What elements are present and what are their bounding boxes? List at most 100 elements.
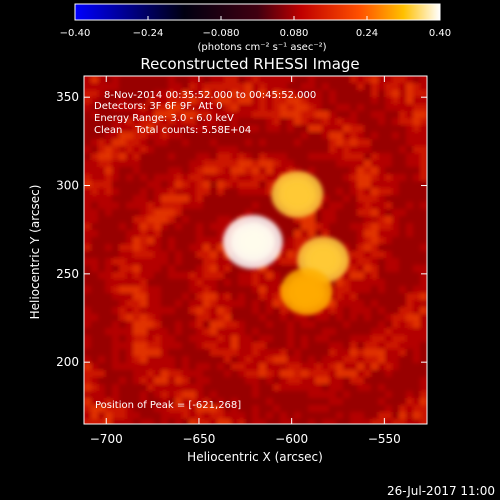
background-cell <box>413 230 421 238</box>
background-cell <box>203 265 211 273</box>
background-cell <box>203 419 211 424</box>
colorbar-tick-label: 0.24 <box>356 28 378 39</box>
background-cell <box>182 391 190 399</box>
background-cell <box>378 391 386 399</box>
background-cell <box>91 251 99 259</box>
background-cell <box>98 377 106 385</box>
background-cell <box>91 181 99 189</box>
background-cell <box>343 356 351 364</box>
background-cell <box>189 90 197 98</box>
background-cell <box>245 293 253 301</box>
background-cell <box>399 146 407 154</box>
background-cell <box>420 132 427 140</box>
background-cell <box>392 356 400 364</box>
background-cell <box>399 118 407 126</box>
background-cell <box>252 97 260 105</box>
background-cell <box>238 188 246 196</box>
background-cell <box>273 370 281 378</box>
background-cell <box>357 188 365 196</box>
background-cell <box>133 286 141 294</box>
background-cell <box>105 111 113 119</box>
background-cell <box>154 314 162 322</box>
background-cell <box>175 335 183 343</box>
background-cell <box>364 160 372 168</box>
background-cell <box>266 76 274 84</box>
background-cell <box>182 293 190 301</box>
background-cell <box>168 335 176 343</box>
x-axis-ticks: −700 −650 −600 −550 <box>90 76 401 446</box>
background-cell <box>140 111 148 119</box>
background-cell <box>126 181 134 189</box>
background-cell <box>343 349 351 357</box>
background-cell <box>217 363 225 371</box>
background-cell <box>385 251 393 259</box>
background-cell <box>378 328 386 336</box>
background-cell <box>413 139 421 147</box>
background-cell <box>140 279 148 287</box>
background-cell <box>119 223 127 231</box>
background-cell <box>182 258 190 266</box>
background-cell <box>294 412 302 420</box>
background-cell <box>371 202 379 210</box>
background-cell <box>189 244 197 252</box>
background-cell <box>413 132 421 140</box>
background-cell <box>196 356 204 364</box>
background-cell <box>133 272 141 280</box>
background-cell <box>294 111 302 119</box>
background-cell <box>189 209 197 217</box>
background-cell <box>308 335 316 343</box>
background-cell <box>329 398 337 406</box>
background-cell <box>371 83 379 91</box>
background-cell <box>147 377 155 385</box>
background-cell <box>371 111 379 119</box>
background-cell <box>112 377 120 385</box>
background-cell <box>203 391 211 399</box>
y-tick-label: 350 <box>56 90 79 104</box>
background-cell <box>420 209 427 217</box>
background-cell <box>364 335 372 343</box>
background-cell <box>140 139 148 147</box>
background-cell <box>126 272 134 280</box>
background-cell <box>322 104 330 112</box>
background-cell <box>336 132 344 140</box>
background-cell <box>357 356 365 364</box>
background-cell <box>294 118 302 126</box>
background-cell <box>315 314 323 322</box>
background-cell <box>161 111 169 119</box>
background-cell <box>371 230 379 238</box>
background-cell <box>336 118 344 126</box>
background-cell <box>385 279 393 287</box>
background-cell <box>343 314 351 322</box>
background-cell <box>294 237 302 245</box>
background-cell <box>224 272 232 280</box>
background-cell <box>287 223 295 231</box>
background-cell <box>154 293 162 301</box>
background-cell <box>364 174 372 182</box>
background-cell <box>308 405 316 413</box>
background-cell <box>378 230 386 238</box>
background-cell <box>203 363 211 371</box>
background-cell <box>203 132 211 140</box>
background-cell <box>168 132 176 140</box>
background-cell <box>91 202 99 210</box>
background-cell <box>112 307 120 315</box>
background-cell <box>140 132 148 140</box>
background-cell <box>252 153 260 161</box>
background-cell <box>336 391 344 399</box>
background-cell <box>413 405 421 413</box>
background-cell <box>413 328 421 336</box>
background-cell <box>175 160 183 168</box>
background-cell <box>119 153 127 161</box>
background-cell <box>105 167 113 175</box>
background-cell <box>203 405 211 413</box>
background-cell <box>203 356 211 364</box>
background-cell <box>357 384 365 392</box>
background-cell <box>105 139 113 147</box>
background-cell <box>392 146 400 154</box>
background-cell <box>392 237 400 245</box>
background-cell <box>259 195 267 203</box>
background-cell <box>420 258 427 266</box>
background-cell <box>364 405 372 413</box>
background-cell <box>392 349 400 357</box>
